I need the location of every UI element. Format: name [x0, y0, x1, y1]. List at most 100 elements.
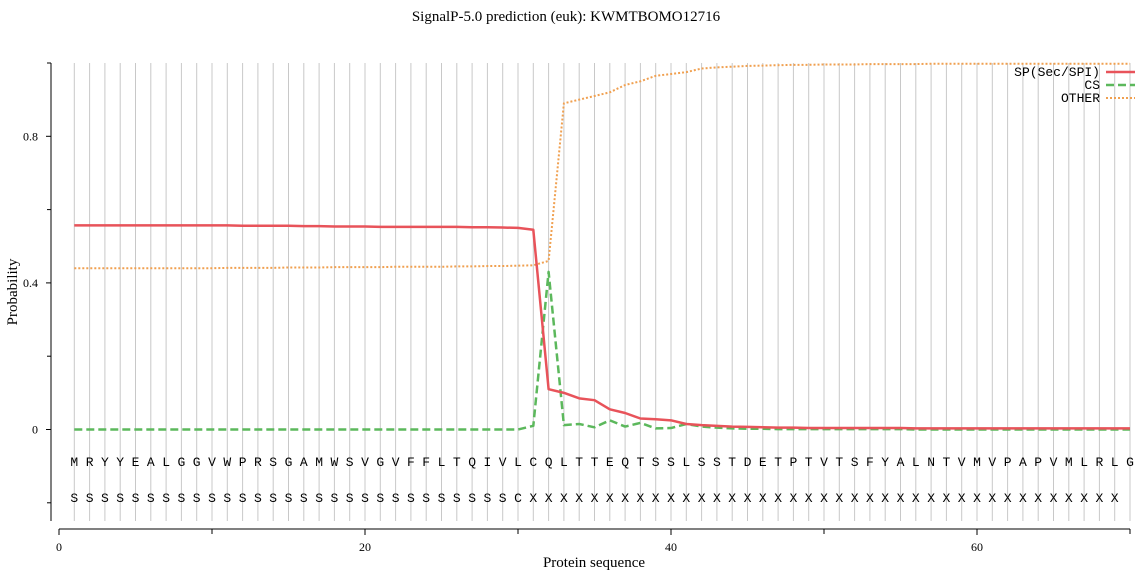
residue-label: S [86, 491, 94, 506]
sequence-residue: V [958, 455, 966, 470]
sequence-residue: F [422, 455, 430, 470]
sequence-residue: Q [621, 455, 629, 470]
residue-label: S [392, 491, 400, 506]
sequence-residue: Q [545, 455, 553, 470]
residue-label: S [453, 491, 461, 506]
residue-label: S [239, 491, 247, 506]
sequence-residue: S [652, 455, 660, 470]
sequence-residue: A [300, 455, 308, 470]
sequence-residue: G [376, 455, 384, 470]
sequence-residue: V [820, 455, 828, 470]
sequence-residue: T [636, 455, 644, 470]
y-axis-ticks: 0 0.4 0.8 [23, 62, 51, 504]
residue-label: S [70, 491, 78, 506]
residue-label: X [958, 491, 966, 506]
sequence-residue: E [606, 455, 614, 470]
series-line-sp-sec-spi [74, 224, 1130, 430]
residue-label: S [101, 491, 109, 506]
residue-label: X [805, 491, 813, 506]
y-tick-label: 0 [32, 423, 38, 437]
sequence-residue: C [529, 455, 537, 470]
sequence-residue: G [1126, 455, 1134, 470]
series-lines [74, 62, 1130, 431]
sequence-residue: W [330, 455, 338, 470]
sequence-residue: M [315, 455, 323, 470]
residue-label: S [193, 491, 201, 506]
residue-label: X [744, 491, 752, 506]
sequence-residue: T [575, 455, 583, 470]
sequence-residue: S [269, 455, 277, 470]
sequence-residue: M [1065, 455, 1073, 470]
residue-label: X [942, 491, 950, 506]
residue-label: X [759, 491, 767, 506]
sequence-residue: T [942, 455, 950, 470]
sequence-residue: S [698, 455, 706, 470]
sequence-residue: F [407, 455, 415, 470]
y-axis-label: Probability [5, 258, 21, 325]
residue-label: S [132, 491, 140, 506]
sequence-residue: T [728, 455, 736, 470]
residue-label: X [682, 491, 690, 506]
legend-label-sp: SP(Sec/SPI) [1014, 65, 1100, 80]
residue-label: C [514, 491, 522, 506]
residue-label: S [468, 491, 476, 506]
sequence-residue: T [453, 455, 461, 470]
sequence-residue: V [1050, 455, 1058, 470]
sequence-residue: G [193, 455, 201, 470]
sequence-residue: N [927, 455, 935, 470]
residue-label: X [866, 491, 874, 506]
sequence-residue: V [361, 455, 369, 470]
sequence-residue: V [499, 455, 507, 470]
residue-label: X [973, 491, 981, 506]
residue-label: X [835, 491, 843, 506]
sequence-residue: Q [468, 455, 476, 470]
sequence-residue: P [1034, 455, 1042, 470]
sequence-residue: W [223, 455, 231, 470]
sequence-residue: L [438, 455, 446, 470]
legend-label-cs: CS [1084, 78, 1100, 93]
sequence-residue: Y [116, 455, 124, 470]
residue-label: X [988, 491, 996, 506]
sequence-residue: E [759, 455, 767, 470]
residue-label: S [269, 491, 277, 506]
sequence-residue: S [713, 455, 721, 470]
sequence-residue: G [285, 455, 293, 470]
residue-label: X [1019, 491, 1027, 506]
sequence-residue: R [86, 455, 94, 470]
sequence-residue: L [514, 455, 522, 470]
sequence-residue: M [973, 455, 981, 470]
series-line-cs [74, 270, 1130, 431]
sequence-residue: V [392, 455, 400, 470]
sequence-residue: P [789, 455, 797, 470]
series-line-other [74, 62, 1130, 270]
residue-label: S [300, 491, 308, 506]
residue-label: X [529, 491, 537, 506]
x-axis-ticks: 0 20 40 60 [56, 529, 1131, 554]
residue-label: X [820, 491, 828, 506]
sequence-residue: L [162, 455, 170, 470]
y-tick-label: 0.8 [23, 129, 38, 143]
residue-label: X [1004, 491, 1012, 506]
residue-label: S [208, 491, 216, 506]
residue-label: S [361, 491, 369, 506]
residue-label: X [897, 491, 905, 506]
sequence-residue: A [897, 455, 905, 470]
residue-label: X [927, 491, 935, 506]
residue-label: X [1034, 491, 1042, 506]
x-axis-label: Protein sequence [543, 555, 645, 571]
legend-label-other: OTHER [1061, 91, 1100, 106]
residue-label: X [789, 491, 797, 506]
sequence-residue: Y [101, 455, 109, 470]
sequence-residue: T [805, 455, 813, 470]
residue-label: S [483, 491, 491, 506]
residue-label: S [330, 491, 338, 506]
residue-label: X [636, 491, 644, 506]
sequence-residue: F [866, 455, 874, 470]
sequence-residue: V [208, 455, 216, 470]
sequence-residue: P [1004, 455, 1012, 470]
sequence-residue: D [744, 455, 752, 470]
residue-label: X [1095, 491, 1103, 506]
